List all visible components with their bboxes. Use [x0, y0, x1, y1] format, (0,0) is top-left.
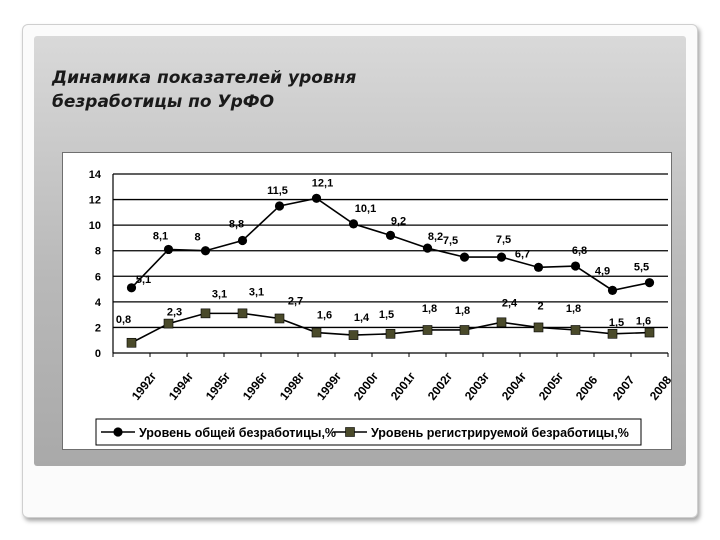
total-unemployment-point	[422, 243, 433, 253]
y-tick-label: 10	[89, 220, 101, 232]
total-unemployment-point	[274, 201, 285, 211]
y-tick-label: 0	[95, 348, 101, 360]
total-unemployment-data-label: 12,1	[312, 177, 333, 189]
total-unemployment-data-label: 7,5	[496, 234, 511, 246]
slide-title: Динамика показателей уровня безработицы …	[52, 66, 472, 114]
y-tick-label: 4	[95, 297, 102, 309]
total-unemployment-point	[126, 283, 137, 293]
chart-area: 0 2 4 6 8 10 12 14 1992г 1994г 1995г 1996г 1998г 1999…	[62, 152, 675, 450]
registered-unemployment-point	[274, 313, 285, 324]
registered-unemployment-point	[607, 329, 618, 339]
total-unemployment-point	[459, 252, 470, 262]
registered-unemployment-data-label: 1,8	[422, 303, 437, 315]
registered-unemployment-point	[570, 325, 581, 335]
x-tick-label: 2007	[610, 373, 638, 403]
legend-marker-registered	[345, 427, 355, 437]
y-tick-label: 2	[95, 322, 101, 334]
x-tick-label: 1999г	[314, 369, 345, 403]
x-tick-label: 2002г	[425, 369, 456, 403]
registered-unemployment-point	[348, 330, 359, 340]
x-tick-label: 2005г	[536, 369, 567, 403]
total-unemployment-data-label: 10,1	[355, 203, 376, 215]
registered-unemployment-data-label: 1,8	[455, 305, 470, 317]
y-tick-label: 8	[95, 246, 101, 258]
x-tick-label: 1996г	[240, 369, 271, 403]
legend-marker-total	[113, 427, 123, 437]
title-line-1: Динамика показателей уровня	[52, 68, 357, 88]
total-unemployment-data-label: 5,5	[634, 262, 649, 274]
x-tick-label: 2000г	[351, 369, 382, 403]
total-unemployment-point	[570, 261, 581, 271]
x-tick-label: 1995г	[203, 369, 234, 403]
total-unemployment-data-label: 8	[194, 232, 200, 244]
registered-unemployment-point	[311, 327, 322, 338]
registered-unemployment-point	[422, 325, 433, 335]
total-unemployment-data-label: 11,5	[267, 185, 288, 197]
legend-box	[95, 418, 642, 446]
total-unemployment-data-label: 5,1	[136, 274, 151, 286]
x-tick-label: 2004г	[499, 369, 530, 403]
y-tick-label: 12	[89, 195, 101, 207]
registered-unemployment-point	[385, 329, 396, 339]
registered-unemployment-point	[126, 337, 137, 348]
registered-unemployment-point	[163, 318, 174, 329]
registered-unemployment-data-label: 1,5	[379, 309, 394, 321]
x-tick-label: 1998г	[277, 369, 308, 403]
total-unemployment-point	[533, 262, 544, 272]
registered-unemployment-point	[200, 308, 211, 319]
registered-unemployment-data-label: 1,4	[354, 312, 370, 324]
total-unemployment-data-label: 8,2	[428, 231, 443, 243]
total-unemployment-data-label: 4,9	[595, 265, 610, 277]
x-tick-label: 2008	[647, 373, 671, 403]
legend-label-registered: Уровень регистрируемой безработицы,%	[371, 426, 629, 440]
total-unemployment-data-label: 8,8	[229, 218, 244, 230]
registered-unemployment-point	[496, 317, 507, 328]
total-unemployment-data-label: 6,7	[515, 248, 530, 260]
total-unemployment-point	[200, 246, 211, 256]
total-unemployment-data-label: 9,2	[391, 215, 406, 227]
registered-unemployment-point	[533, 322, 544, 333]
unemployment-line-chart: 0 2 4 6 8 10 12 14 1992г 1994г 1995г 1996г 1998г 1999…	[89, 169, 675, 446]
total-unemployment-data-label: 7,5	[443, 235, 458, 247]
registered-unemployment-data-label: 1,8	[566, 303, 581, 315]
registered-unemployment-point	[644, 327, 655, 338]
registered-unemployment-data-label: 3,1	[249, 286, 264, 298]
registered-unemployment-data-label: 2	[537, 300, 543, 312]
registered-unemployment-data-label: 1,6	[636, 316, 651, 328]
x-tick-label: 2001г	[388, 369, 419, 403]
total-unemployment-point	[311, 193, 322, 203]
total-unemployment-point	[163, 244, 174, 255]
registered-unemployment-data-label: 1,5	[609, 317, 624, 329]
y-tick-label: 14	[89, 169, 102, 181]
x-tick-label: 1994г	[166, 369, 197, 403]
y-tick-label: 6	[95, 271, 101, 283]
title-line-2: безработицы по УрФО	[52, 92, 275, 112]
legend-label-total: Уровень общей безработицы,%	[139, 426, 336, 440]
total-unemployment-point	[607, 285, 618, 295]
x-tick-label: 2006	[573, 373, 601, 403]
total-unemployment-point	[496, 252, 507, 262]
total-unemployment-point	[385, 230, 396, 240]
registered-unemployment-data-label: 1,6	[317, 310, 332, 322]
total-unemployment-point	[348, 219, 359, 229]
x-tick-label: 2003г	[462, 369, 493, 403]
total-unemployment-point	[644, 278, 655, 288]
total-unemployment-data-label: 6,8	[572, 245, 587, 257]
x-tick-label: 1992г	[129, 369, 160, 403]
registered-unemployment-data-label: 2,4	[502, 297, 518, 309]
registered-unemployment-data-label: 2,3	[167, 307, 182, 319]
registered-unemployment-data-label: 2,7	[288, 295, 303, 307]
registered-unemployment-point	[459, 325, 470, 335]
registered-unemployment-data-label: 0,8	[116, 314, 131, 326]
total-unemployment-point	[237, 235, 248, 246]
total-unemployment-data-label: 8,1	[153, 230, 168, 242]
registered-unemployment-point	[237, 308, 248, 319]
registered-unemployment-data-label: 3,1	[212, 288, 227, 300]
